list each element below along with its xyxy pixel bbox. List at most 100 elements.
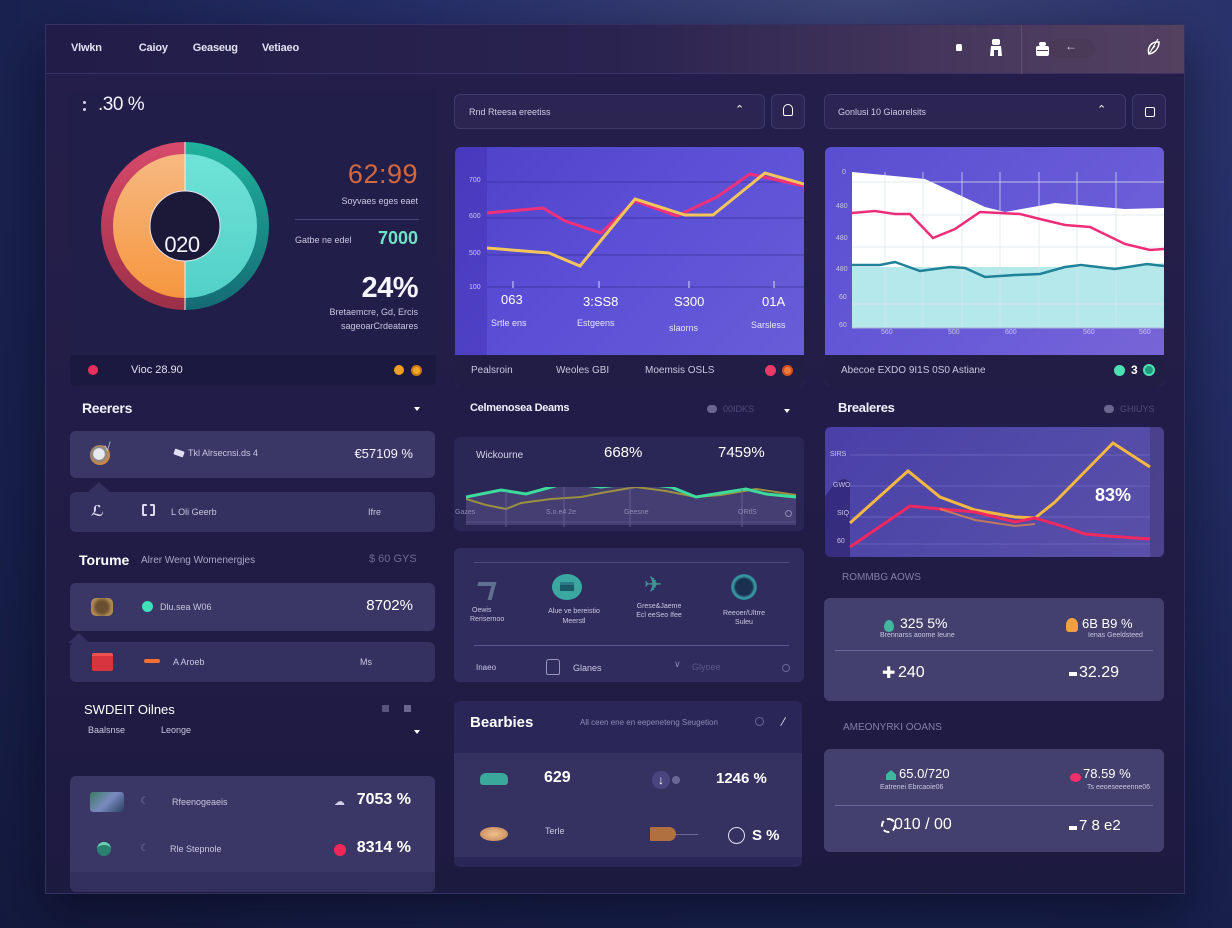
item-label-1: Alue ve bereistio: [548, 608, 600, 615]
y-tick: 500: [469, 250, 481, 257]
list-item[interactable]: ℒ L Oli Geerb Ifre: [70, 492, 435, 532]
footer-left[interactable]: Inaeo: [476, 663, 497, 672]
notification-dot-icon[interactable]: [956, 44, 962, 51]
row-text: Dlu.sea W06: [160, 602, 212, 612]
column-header[interactable]: Leonge: [161, 725, 192, 735]
nav-item-4[interactable]: Vetiaeo: [261, 42, 299, 54]
value-2-label: Ienas Geeldsteed: [1088, 632, 1143, 639]
torume-title: Torume: [79, 552, 130, 568]
user-icon[interactable]: [990, 39, 1002, 59]
download-icon[interactable]: ↓: [652, 771, 670, 789]
x-label: Gazes: [455, 509, 476, 516]
nav-item-1[interactable]: Vlwkn: [71, 42, 102, 54]
chart1-dropdown-label: Rnd Rteesa ereetiss: [469, 107, 551, 117]
home-icon: [886, 770, 896, 780]
footer-item[interactable]: Weoles GBI: [556, 365, 610, 376]
drop-icon: [884, 620, 894, 632]
stat1-label: Soyvaes eges eaet: [341, 196, 418, 206]
y-tick: 600: [469, 213, 481, 220]
nav-item-2[interactable]: Caioy: [138, 42, 168, 54]
tag-icon: [173, 448, 185, 458]
list-item[interactable]: ☾ Rfeenogeaeis ☁ 7053 %: [70, 776, 435, 824]
torume-right-label: $ 60 GYS: [369, 553, 417, 565]
back-pill[interactable]: [1049, 39, 1095, 58]
row-value: €57109 %: [354, 446, 413, 461]
list-item[interactable]: Terle S %: [454, 805, 802, 857]
grid-view-icon[interactable]: [382, 705, 389, 712]
refresh-icon[interactable]: [411, 365, 422, 376]
footer-right[interactable]: Glyoee: [692, 662, 721, 672]
value-2-label: Ts eeoeseeeenne06: [1087, 784, 1151, 791]
x-label: 560: [1139, 329, 1151, 336]
chart2-expand-button[interactable]: [1132, 94, 1166, 129]
list-item[interactable]: Dlu.sea W06 8702%: [70, 583, 435, 631]
globe-icon[interactable]: [1143, 364, 1155, 376]
dropdown-caret-icon[interactable]: [784, 409, 790, 413]
column-header[interactable]: Baalsnse: [88, 725, 126, 735]
x-label: Geesne: [624, 509, 649, 516]
kebab-menu-icon[interactable]: [83, 101, 86, 111]
settings-icon[interactable]: [785, 510, 792, 517]
icons-panel-item[interactable]: Reeoer/Ultrre Suleu: [704, 570, 784, 640]
value-2: 6B B9 %: [1082, 616, 1133, 631]
row-value: Ifre: [368, 507, 382, 517]
chart1-footer: Pealsroin Weoles GBI Moemsis OSLS: [455, 355, 804, 386]
footer-item[interactable]: Pealsroin: [471, 365, 513, 376]
list-item[interactable]: 629 ↓ 1246 %: [454, 753, 802, 805]
amount-divider: [835, 805, 1153, 806]
stat2-value: 7000: [377, 228, 418, 248]
radio-icon[interactable]: [728, 827, 745, 844]
moon-icon: ☾: [140, 843, 149, 854]
y-tick: 100: [469, 284, 481, 291]
list-view-icon[interactable]: [404, 705, 411, 712]
donut-chart: [101, 142, 269, 310]
icons-panel-item[interactable]: Oewis Rerisernoo: [464, 576, 524, 636]
stat1-value: 62:99: [347, 159, 418, 189]
orange-status-dot: [394, 365, 404, 375]
nav-item-3[interactable]: Geaseug: [192, 42, 238, 54]
edit-leaf-icon[interactable]: [1146, 37, 1164, 60]
row-value: 7053 %: [356, 791, 411, 808]
icons-panel: Oewis Rerisernoo Alue ve bereistio Meers…: [454, 548, 804, 682]
icons-panel-item[interactable]: ✈ Grese&Jaeme Ecl eeSeo Ifee: [624, 570, 694, 640]
comparison-search-label[interactable]: 00IDKS: [723, 404, 755, 414]
x-value: 063: [501, 292, 523, 307]
list-item[interactable]: √ Tkl Alrsecnsi.ds 4 €57109 %: [70, 431, 435, 478]
donut-panel: .30 % 020 62:99 Soyvaes eges eaet Gatbe …: [70, 90, 436, 386]
dropdown-caret-icon[interactable]: [414, 407, 420, 411]
reports-title: Reerers: [82, 400, 133, 416]
breakers-search-label[interactable]: GHIUYS: [1120, 404, 1155, 414]
chart2-dropdown[interactable]: Gonlusi 10 Giaorelsits ⌃: [824, 94, 1126, 129]
chart1-dropdown[interactable]: Rnd Rteesa ereetiss ⌃: [454, 94, 765, 129]
info-icon[interactable]: [782, 664, 790, 672]
x-label: Estgeens: [577, 318, 615, 328]
bread-icon: [480, 827, 508, 841]
x-value: 01A: [762, 294, 786, 309]
pin-icon[interactable]: ❘: [776, 714, 790, 729]
amount-title: AMEONYRKI OOANS: [843, 722, 942, 733]
icons-panel-item[interactable]: Alue ve bereistio Meerstl: [529, 570, 619, 640]
list-item[interactable]: A Aroeb Ms: [70, 642, 435, 682]
y-tick: GWO: [833, 482, 851, 489]
repeat-icon: [142, 504, 155, 516]
dashboard-window: Vlwkn Caioy Geaseug Vetiaeo ← .30 %: [45, 24, 1185, 894]
chat-icon[interactable]: [707, 405, 717, 413]
bearbies-panel: Bearbies All ceen ene en eepeneteng Seug…: [454, 701, 802, 867]
chat-icon[interactable]: [1104, 405, 1114, 413]
settings-icon[interactable]: [755, 717, 764, 726]
chart1-notification-button[interactable]: [771, 94, 805, 129]
stat3-label-2: sageoarCrdeatares: [340, 321, 418, 331]
amount-card: 65.0/720 Eatrenei Ebrcaoie06 78.59 % Ts …: [824, 749, 1164, 852]
list-item[interactable]: ☾ Rle Stepnole 8314 %: [70, 824, 435, 872]
footer-item[interactable]: Moemsis OSLS: [645, 365, 715, 376]
back-arrow-icon[interactable]: ←: [1065, 39, 1077, 53]
briefcase-icon[interactable]: [1036, 42, 1049, 59]
document-icon: [546, 659, 560, 675]
dropdown-caret-icon[interactable]: [414, 730, 420, 734]
chevron-down-icon[interactable]: ∨: [674, 659, 681, 669]
x-label: S.o.e4 2e: [546, 509, 576, 516]
refresh-icon[interactable]: [782, 365, 793, 376]
pink-status-dot: [765, 365, 776, 376]
footer-text: Abecoe EXDO 9I1S 0S0 Astiane: [841, 365, 986, 376]
footer-mid[interactable]: Glanes: [573, 663, 602, 673]
